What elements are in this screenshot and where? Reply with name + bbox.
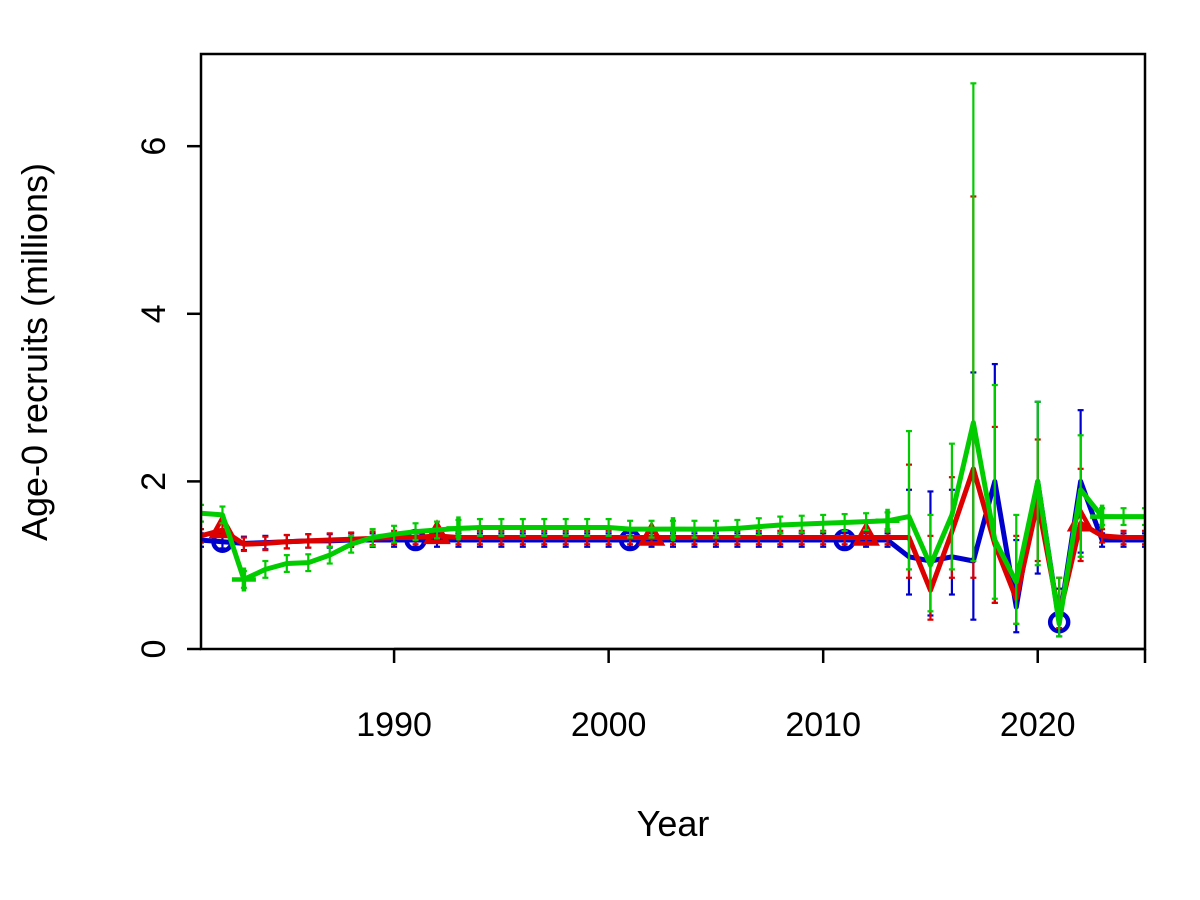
data-point bbox=[1090, 504, 1115, 529]
x-tick-label: 2020 bbox=[1000, 706, 1076, 744]
x-axis-title: Year bbox=[637, 803, 710, 844]
data-point bbox=[637, 520, 666, 546]
y-tick-label: 6 bbox=[135, 137, 173, 156]
y-tick-label: 2 bbox=[135, 472, 173, 491]
data-point bbox=[852, 520, 880, 546]
y-tick-label: 0 bbox=[135, 640, 173, 659]
series-3 bbox=[201, 82, 1145, 638]
series-1 bbox=[201, 362, 1145, 638]
data-point bbox=[446, 516, 471, 541]
y-axis-title: Age-0 recruits (millions) bbox=[14, 163, 55, 541]
data-point bbox=[661, 517, 685, 542]
y-tick-label: 4 bbox=[135, 304, 173, 323]
series-layer bbox=[201, 82, 1145, 638]
axis-layer: 1990 2000 2010 2020 0 2 4 6 bbox=[135, 137, 1147, 744]
data-point bbox=[875, 508, 900, 533]
x-tick-label: 2010 bbox=[785, 706, 861, 744]
x-tick-label: 2000 bbox=[571, 706, 647, 744]
x-tick-label: 1990 bbox=[356, 706, 432, 744]
data-point bbox=[231, 567, 256, 592]
